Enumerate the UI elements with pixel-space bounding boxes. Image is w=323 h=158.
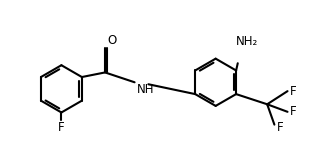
- Text: F: F: [290, 105, 297, 118]
- Text: O: O: [107, 34, 117, 47]
- Text: F: F: [277, 121, 284, 134]
- Text: NH: NH: [137, 83, 154, 96]
- Text: F: F: [290, 85, 297, 98]
- Text: F: F: [58, 121, 65, 134]
- Text: NH₂: NH₂: [236, 36, 258, 49]
